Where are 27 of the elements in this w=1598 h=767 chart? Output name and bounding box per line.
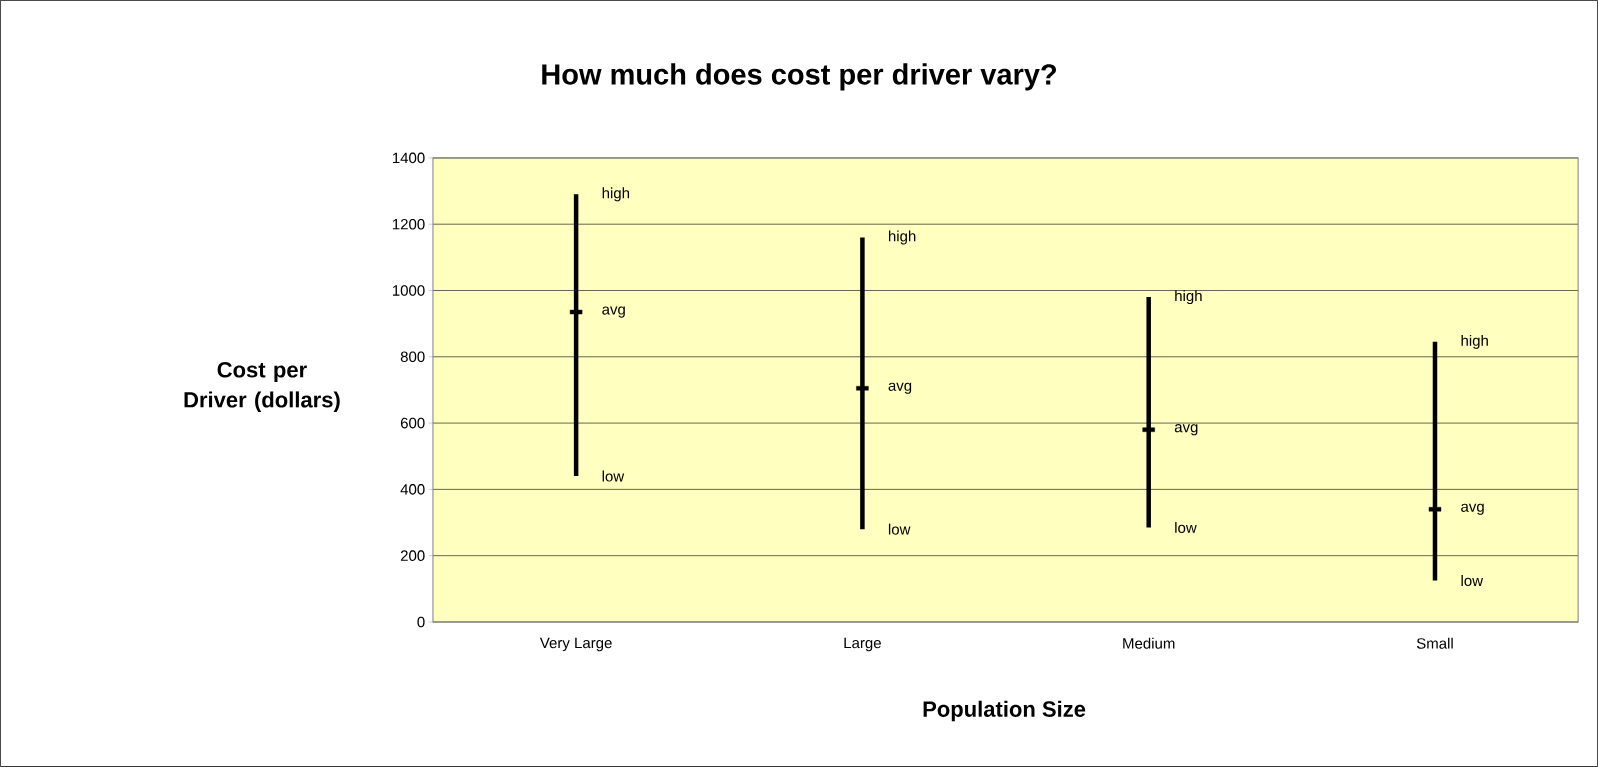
chart-title: How much does cost per driver vary? [542, 63, 1057, 91]
y-tick-label: 1200 [392, 218, 425, 230]
y-tick-label: 0 [417, 616, 425, 628]
y-axis-title: Cost per Driver (dollars) [184, 362, 340, 412]
annotation: high [602, 187, 630, 202]
annotation: low [1461, 575, 1484, 587]
y-tick-label: 200 [400, 550, 425, 562]
x-tick-label: Small [1416, 637, 1453, 649]
x-tick-label: Large [844, 637, 881, 652]
y-tick-label: 800 [400, 351, 425, 363]
annotation: avg [1461, 503, 1484, 515]
y-tick-label: 1400 [392, 152, 425, 164]
annotation: high [888, 230, 916, 245]
annotation: avg [602, 306, 625, 318]
annotation: high [1461, 334, 1488, 349]
annotation: avg [1174, 424, 1198, 436]
annotation: high [1175, 290, 1202, 305]
x-axis-title: Population Size [923, 700, 1086, 722]
annotation: low [602, 470, 625, 482]
annotation: avg [888, 382, 912, 394]
y-tick-label: 400 [400, 484, 425, 495]
annotation: low [888, 523, 911, 535]
x-tick-label: Very Large [539, 637, 612, 652]
y-tick-label: 600 [400, 417, 425, 429]
x-tick-label: Medium [1123, 637, 1175, 649]
annotation: low [1175, 522, 1197, 534]
y-tick-label: 1000 [392, 285, 425, 296]
